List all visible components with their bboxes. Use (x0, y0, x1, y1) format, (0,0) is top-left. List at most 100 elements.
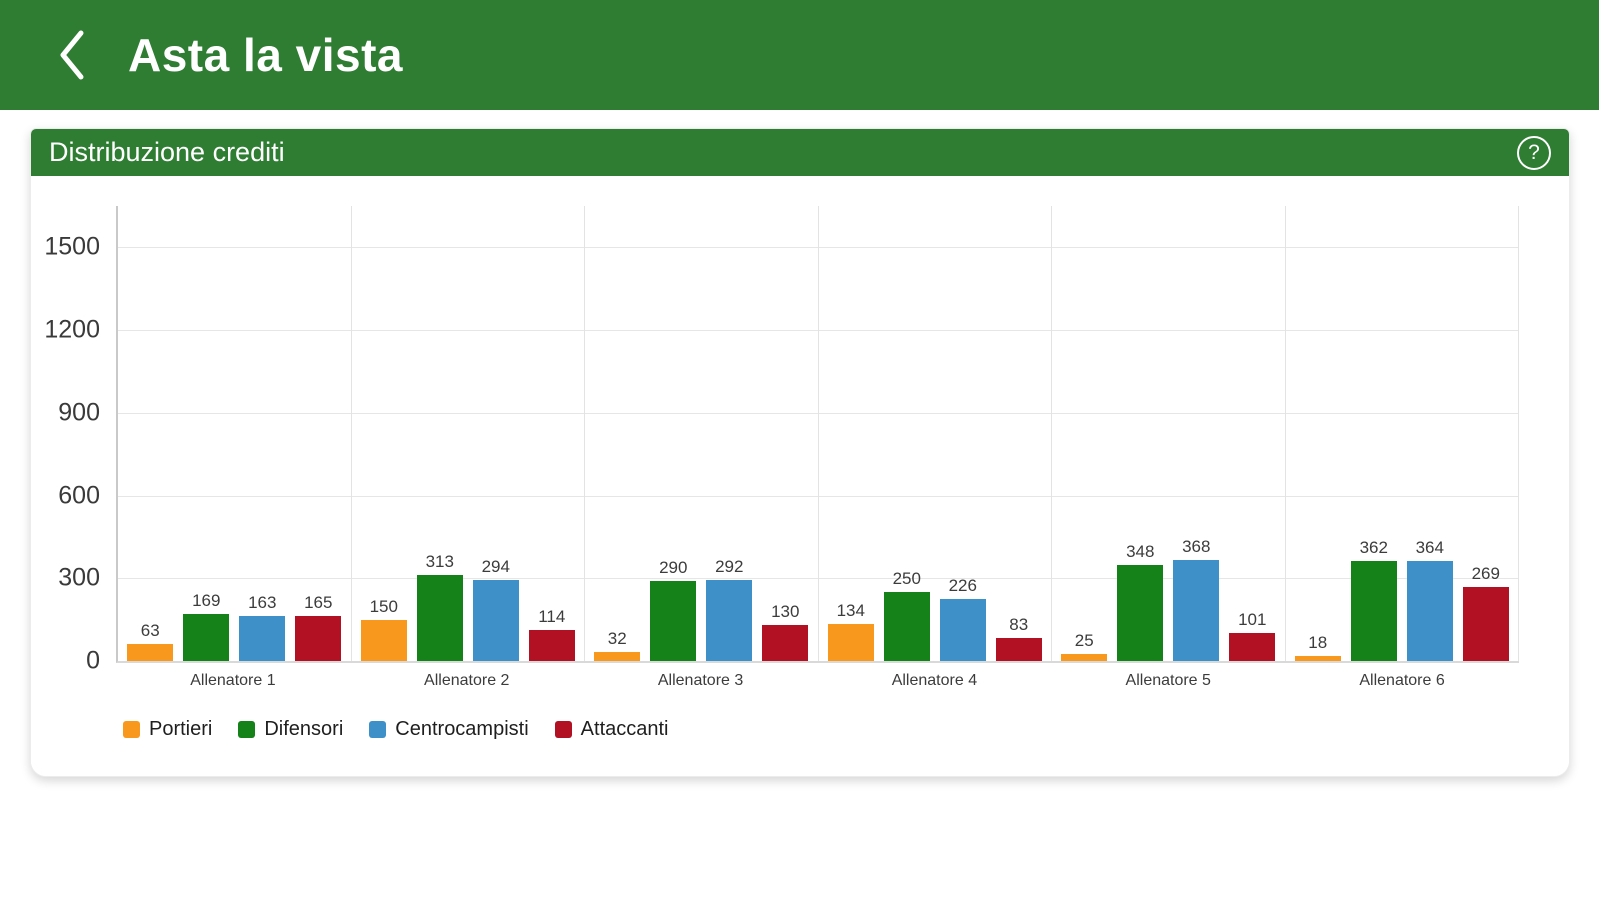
bar-group: 25 348 368 101 (1052, 206, 1286, 661)
bar-value-label: 130 (771, 602, 800, 622)
bar-value-label: 165 (304, 592, 333, 612)
bar (360, 619, 407, 661)
chart: 0 300 600 900 1200 1500 63 169 163 165 150 313 294 11… (31, 176, 1569, 776)
gridline (118, 495, 1519, 497)
bar (762, 625, 809, 661)
bar-portieri: 63 (127, 206, 174, 661)
gridline (118, 247, 1519, 249)
legend: Portieri Difensori Centrocampisti Attaccant… (123, 718, 669, 741)
bar (1117, 565, 1164, 661)
bar-centrocampisti: 368 (1173, 206, 1220, 661)
chart-card: Distribuzione crediti ? 0 300 600 900 1200 15… (30, 128, 1570, 777)
bar (827, 624, 874, 661)
bar-centrocampisti: 226 (939, 206, 986, 661)
bar-value-label: 292 (715, 557, 744, 577)
bar-attaccanti: 114 (528, 206, 575, 661)
bar-attaccanti: 165 (295, 206, 342, 661)
card-header: Distribuzione crediti ? (31, 129, 1569, 176)
bar-portieri: 25 (1061, 206, 1108, 661)
bar-group: 63 169 163 165 (118, 206, 352, 661)
y-tick-label: 300 (58, 563, 100, 592)
bar-value-label: 294 (481, 556, 510, 576)
bar (127, 643, 174, 661)
bar (1294, 656, 1341, 661)
y-tick-label: 1200 (44, 315, 100, 344)
bar-attaccanti: 130 (762, 206, 809, 661)
x-axis-label: Allenatore 4 (891, 672, 978, 689)
bar-difensori: 169 (183, 206, 230, 661)
bar (528, 629, 575, 661)
bar-difensori: 362 (1350, 206, 1397, 661)
bar-group: 18 362 364 269 (1286, 206, 1519, 661)
bar (1173, 559, 1220, 661)
bar-value-label: 250 (892, 569, 921, 589)
bar-value-label: 368 (1182, 536, 1211, 556)
x-axis-row: Allenatore 1 Allenatore 2 Allenatore 3 Alle… (116, 672, 1519, 690)
bar-value-label: 63 (140, 620, 160, 640)
plot-area: 0 300 600 900 1200 1500 63 169 163 165 150 313 294 11… (44, 206, 1519, 675)
bar-value-label: 83 (1009, 615, 1029, 635)
bar (183, 614, 230, 661)
app-title: Asta la vista (128, 29, 403, 81)
help-icon[interactable]: ? (1517, 135, 1551, 170)
bar-difensori: 250 (883, 206, 930, 661)
bar (1350, 561, 1397, 661)
gridline (118, 412, 1519, 414)
bar-portieri: 18 (1294, 206, 1341, 661)
legend-item: Centrocampisti (369, 718, 529, 741)
bar-attaccanti: 101 (1229, 206, 1276, 661)
bar (594, 652, 641, 661)
bar-group: 32 290 292 130 (585, 206, 819, 661)
bar-value-label: 169 (192, 591, 221, 611)
bar-centrocampisti: 364 (1406, 206, 1453, 661)
legend-swatch (369, 721, 387, 738)
bar (1061, 654, 1108, 661)
x-axis-label: Allenatore 2 (424, 672, 510, 689)
back-button[interactable] (46, 19, 98, 91)
legend-item: Difensori (238, 718, 343, 741)
y-tick-label: 900 (58, 398, 100, 427)
bar (239, 616, 286, 661)
gridline (118, 578, 1519, 580)
bar (1462, 586, 1509, 661)
bar (1406, 560, 1453, 661)
bar-centrocampisti: 163 (239, 206, 286, 661)
x-axis-label: Allenatore 6 (1359, 672, 1445, 689)
x-axis-label: Allenatore 3 (657, 672, 744, 689)
bar-value-label: 101 (1238, 610, 1267, 630)
bar-difensori: 313 (416, 206, 463, 661)
y-tick-label: 600 (58, 481, 100, 510)
bar-value-label: 114 (538, 606, 566, 626)
bar-value-label: 364 (1415, 537, 1444, 557)
bar (1229, 633, 1276, 661)
bar-difensori: 290 (650, 206, 697, 661)
x-axis-label: Allenatore 5 (1125, 672, 1211, 689)
bar-difensori: 348 (1117, 206, 1164, 661)
bar (416, 574, 463, 661)
bar (650, 581, 697, 661)
bar-group: 150 313 294 114 (352, 206, 585, 661)
bar-value-label: 362 (1359, 538, 1388, 558)
bar-value-label: 18 (1308, 633, 1328, 653)
legend-label: Centrocampisti (395, 718, 529, 740)
bar-portieri: 134 (827, 206, 874, 661)
legend-label: Portieri (149, 718, 213, 740)
legend-item: Portieri (123, 718, 212, 741)
bar-attaccanti: 269 (1462, 206, 1509, 661)
legend-swatch (238, 721, 256, 738)
back-chevron-icon (60, 30, 84, 80)
bar-value-label: 348 (1126, 542, 1155, 562)
gridline (118, 330, 1519, 332)
bar-value-label: 226 (948, 575, 977, 595)
bar-centrocampisti: 292 (706, 206, 753, 661)
bar (883, 592, 930, 661)
bar-portieri: 150 (360, 206, 407, 661)
legend-swatch (554, 721, 572, 738)
bar-value-label: 163 (248, 593, 277, 613)
bar-centrocampisti: 294 (472, 206, 519, 661)
x-axis-label: Allenatore 1 (190, 672, 276, 689)
bar-value-label: 269 (1471, 563, 1500, 583)
bar-value-label: 150 (369, 596, 398, 616)
bar (939, 598, 986, 661)
bar-value-label: 134 (836, 601, 865, 621)
